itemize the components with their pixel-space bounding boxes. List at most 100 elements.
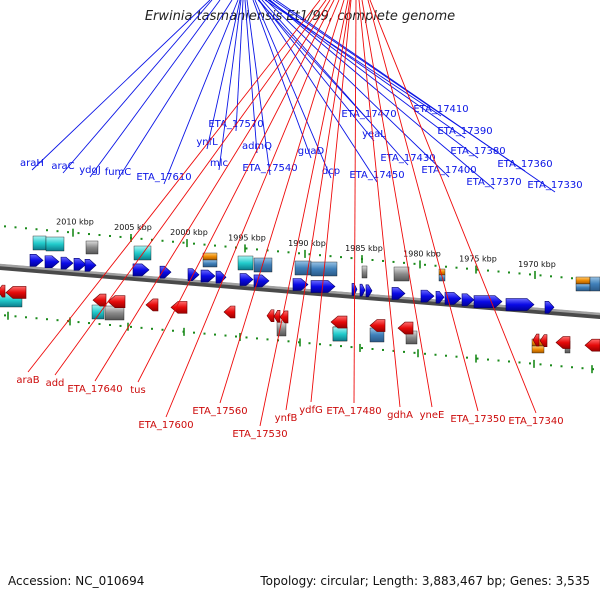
upper-ring-dot — [350, 257, 353, 260]
forward-gene-arrow — [73, 258, 87, 271]
upper-ring-dot — [67, 231, 69, 234]
top-callout-line — [246, 0, 271, 176]
callout-layer: araHaraCydgJfumCETA_17610ynfLmlcETA_1757… — [16, 0, 583, 440]
upper-ring-dot — [571, 277, 573, 280]
trna-box — [531, 345, 545, 354]
top-callout-line — [265, 0, 450, 178]
kbp-label: 1970 kbp — [518, 260, 556, 269]
lower-ring-dot — [329, 344, 332, 347]
upper-ring-dot — [424, 263, 426, 266]
lower-ring-dot — [130, 325, 132, 328]
upper-ring-dot — [529, 273, 531, 276]
lower-ring-dot — [224, 334, 227, 337]
reverse-gene-arrow — [145, 298, 159, 312]
bottom-gene-label: ETA_17340 — [508, 416, 563, 427]
bottom-gene-label: yneE — [420, 410, 445, 421]
upper-ring-dot — [224, 245, 227, 248]
upper-ring-dot — [518, 272, 521, 275]
upper-ring-dot — [329, 255, 332, 258]
upper-ring-dot — [487, 269, 489, 272]
bottom-callout-line — [165, 0, 340, 418]
kbp-label: 1990 kbp — [288, 239, 326, 248]
upper-ring-dot — [35, 228, 38, 231]
upper-ring-dot — [560, 276, 563, 279]
top-callout-line — [258, 0, 378, 183]
lower-ring-dot — [592, 368, 594, 371]
lower-ring-dot — [434, 353, 437, 356]
lower-ring-dot — [308, 342, 311, 345]
lower-ring-dot — [46, 318, 48, 321]
bottom-callout-line — [353, 0, 357, 404]
upper-ring-dot — [340, 256, 342, 259]
upper-ring-dot — [466, 267, 468, 270]
upper-ring-dot — [403, 261, 405, 264]
misc-feature-box — [104, 305, 125, 321]
rrna-box — [45, 236, 65, 252]
lower-ring-dot — [88, 322, 90, 325]
reverse-gene-arrow — [5, 286, 27, 299]
upper-ring-dot — [245, 247, 248, 250]
forward-gene-arrow — [391, 287, 406, 300]
bottom-callout-line — [361, 0, 433, 408]
reverse-gene-arrow — [584, 338, 600, 352]
reverse-gene-arrow — [223, 305, 236, 319]
forward-gene-arrow — [310, 280, 336, 293]
reverse-gene-arrow — [0, 284, 6, 298]
top-gene-label: ETA_17470 — [341, 109, 396, 120]
top-callout-line — [269, 0, 495, 190]
lower-ring-dot — [560, 365, 563, 368]
upper-ring-dot — [287, 251, 290, 254]
tick-layer: 2010 kbp 2005 kbp 2000 kbp 1995 kbp 1990 kbp… — [4, 218, 594, 374]
top-gene-label: ETA_17360 — [497, 159, 552, 170]
upper-ring-dot — [298, 252, 300, 255]
lower-ring-dot — [203, 332, 206, 335]
top-gene-label: dcp — [322, 166, 340, 177]
lower-ring-dot — [529, 362, 531, 365]
top-gene-label: ETA_17330 — [527, 180, 582, 191]
upper-ring-dot — [476, 268, 479, 271]
top-gene-label: admQ — [242, 141, 272, 152]
upper-ring-dot — [319, 254, 321, 257]
forward-gene-arrow — [359, 283, 366, 297]
upper-ring-dot — [46, 229, 48, 232]
bottom-callout-line — [369, 0, 537, 414]
reverse-gene-arrow — [369, 319, 386, 332]
misc-feature-box — [393, 266, 410, 282]
top-gene-label: ETA_17610 — [136, 172, 191, 183]
forward-gene-arrow — [84, 258, 97, 272]
top-callout-line — [275, 0, 556, 193]
bottom-gene-label: gdhA — [387, 410, 413, 421]
kbp-label: 1985 kbp — [345, 244, 383, 253]
top-gene-label: ETA_17390 — [437, 126, 492, 137]
backbone-shadow — [0, 264, 600, 319]
upper-ring-dot — [140, 237, 143, 240]
lower-ring-dot — [119, 324, 122, 327]
lower-ring-dot — [245, 336, 248, 339]
bottom-callout-line — [259, 0, 349, 427]
kbp-label: 2000 kbp — [170, 228, 208, 237]
lower-ring-dot — [109, 323, 111, 326]
upper-ring-dot — [88, 233, 90, 236]
upper-ring-dot — [497, 270, 500, 273]
forward-gene-arrow — [29, 254, 44, 267]
upper-ring-dot — [371, 258, 374, 261]
upper-ring-dot — [14, 226, 17, 229]
trna-box — [202, 252, 218, 261]
lower-ring-dot — [235, 335, 237, 338]
misc-rna-box — [202, 259, 218, 268]
lower-ring-dot — [298, 341, 300, 344]
rrna-box — [332, 326, 348, 342]
forward-gene-arrow — [505, 298, 535, 311]
upper-ring-dot — [182, 241, 185, 244]
rrna-box — [91, 304, 105, 320]
upper-ring-dot — [277, 250, 279, 253]
top-callout-line — [268, 0, 479, 159]
lower-ring-dot — [25, 316, 27, 319]
upper-ring-dot — [550, 275, 552, 278]
rrna-box — [133, 245, 152, 261]
upper-ring-dot — [77, 232, 80, 235]
lower-ring-dot — [581, 367, 584, 370]
top-callout-line — [235, 0, 244, 132]
upper-ring-dot — [161, 239, 164, 242]
lower-ring-dot — [172, 329, 174, 332]
